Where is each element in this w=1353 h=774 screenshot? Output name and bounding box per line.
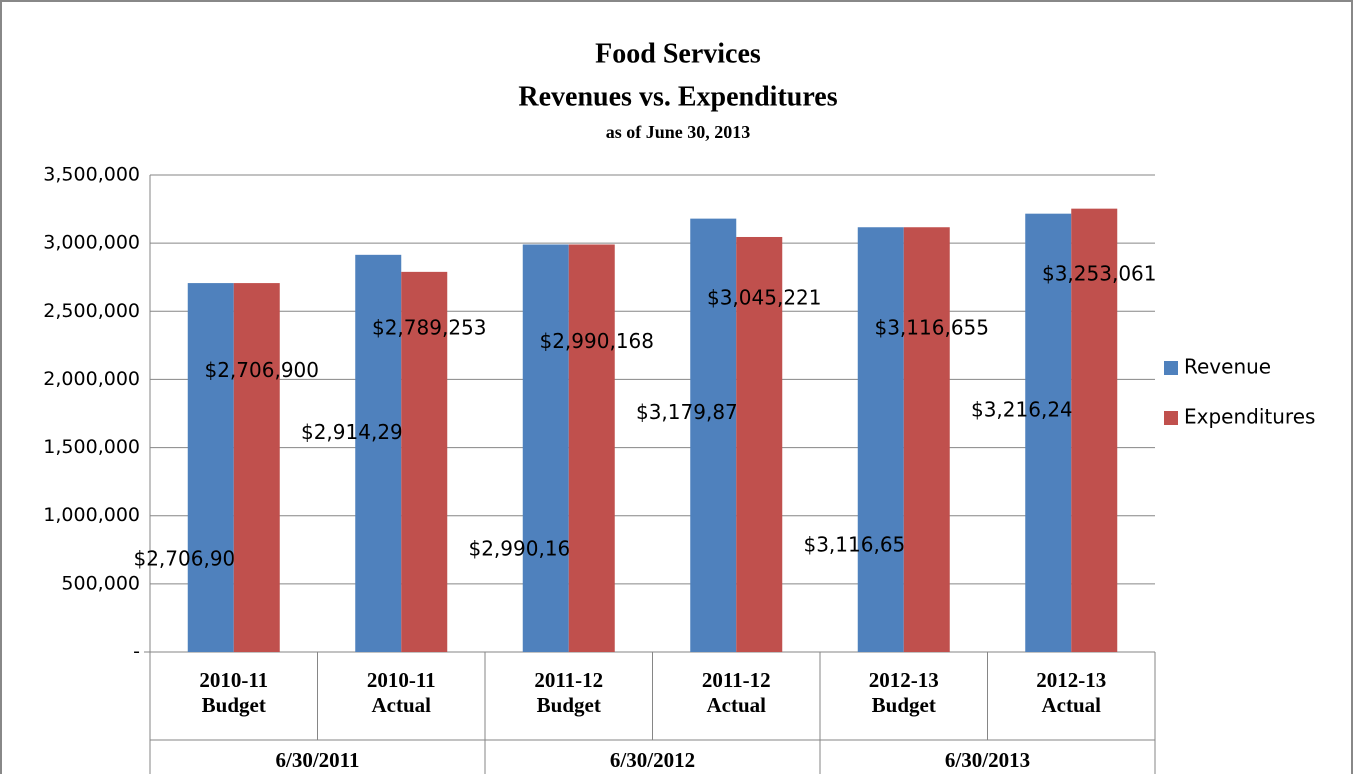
bar <box>857 227 904 652</box>
data-label: $3,253,061 <box>1042 262 1157 286</box>
chart-subtitle: as of June 30, 2013 <box>606 122 751 142</box>
data-label: $3,045,221 <box>707 286 822 310</box>
data-label: $3,179,878 <box>636 400 751 424</box>
y-tick-label: 3,000,000 <box>43 232 140 254</box>
y-tick-label: 500,000 <box>61 572 140 594</box>
bar <box>1071 208 1118 653</box>
legend-swatch <box>1164 361 1178 375</box>
bar <box>522 244 569 652</box>
y-tick-label: 1,000,000 <box>43 504 140 526</box>
group-label: 6/30/2011 <box>275 748 360 772</box>
bar <box>355 254 402 652</box>
group-label: 6/30/2012 <box>609 748 696 772</box>
bar <box>903 227 950 652</box>
chart-title: Food Services <box>595 38 761 69</box>
chart-title-line2: Revenues vs. Expenditures <box>518 81 837 112</box>
data-label: $2,706,900 <box>204 358 319 382</box>
y-tick-label: 3,500,000 <box>43 164 140 186</box>
legend-label: Expenditures <box>1184 405 1315 429</box>
legend-swatch <box>1164 411 1178 425</box>
x-tick-label: 2012-13 Actual <box>1036 668 1107 717</box>
data-label: $2,706,900 <box>133 546 248 570</box>
x-tick-label: 2011-12 Budget <box>534 668 604 717</box>
bar <box>1025 213 1072 653</box>
x-tick-label: 2010-11 Actual <box>366 668 436 717</box>
bar <box>187 283 234 652</box>
bar <box>568 244 615 652</box>
bar <box>401 271 448 652</box>
data-label: $3,116,655 <box>803 532 918 556</box>
y-tick-label: 1,500,000 <box>43 436 140 458</box>
y-tick-label: 2,500,000 <box>43 300 140 322</box>
data-label: $2,789,253 <box>372 315 487 339</box>
legend-label: Revenue <box>1184 355 1271 379</box>
bar <box>736 236 783 653</box>
x-tick-label: 2010-11 Budget <box>199 668 269 717</box>
group-label: 6/30/2013 <box>944 748 1031 772</box>
data-label: $2,990,168 <box>539 329 654 353</box>
data-label: $2,990,168 <box>468 537 583 561</box>
y-tick-label: - <box>133 641 140 663</box>
bar <box>233 283 280 652</box>
x-tick-label: 2012-13 Budget <box>868 668 939 717</box>
data-label: $3,116,655 <box>874 316 989 340</box>
data-label: $3,216,244 <box>971 397 1086 421</box>
bar <box>690 218 737 652</box>
x-tick-label: 2011-12 Actual <box>701 668 771 717</box>
data-label: $2,914,290 <box>301 420 416 444</box>
y-tick-label: 2,000,000 <box>43 368 140 390</box>
